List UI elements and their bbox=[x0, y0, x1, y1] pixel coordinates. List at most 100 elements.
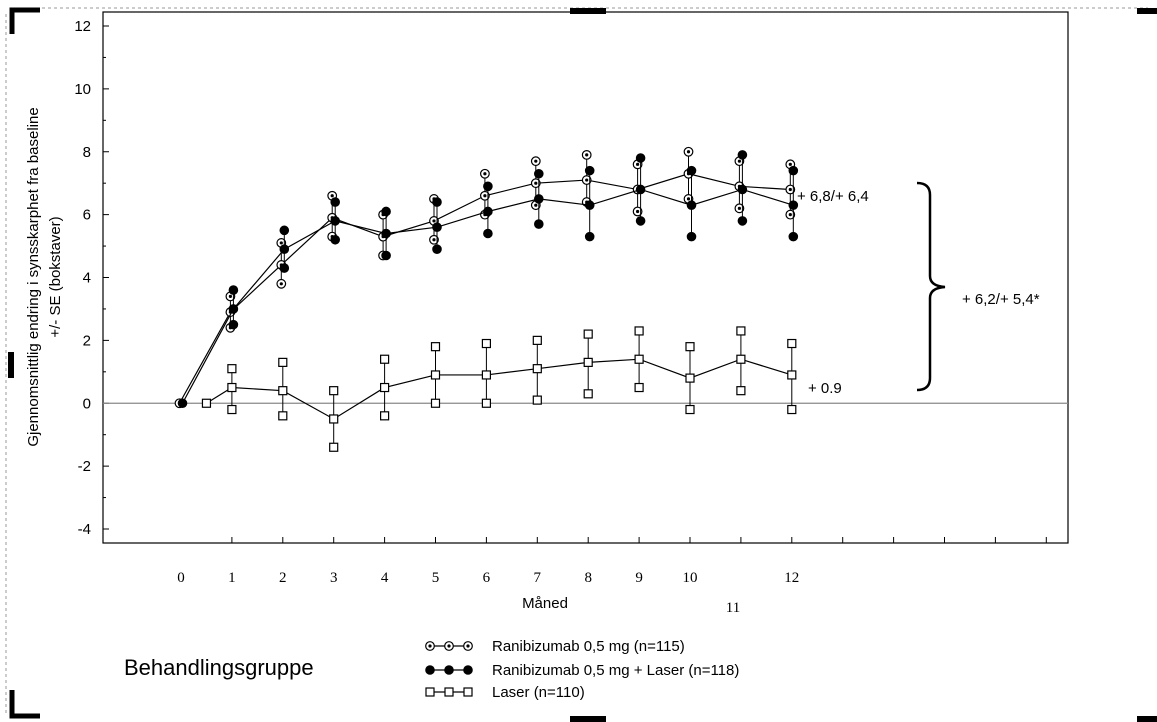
series-3-error-cap-low bbox=[481, 398, 491, 408]
crop-mark-bottom-right bbox=[1137, 716, 1157, 722]
series-3-point bbox=[532, 364, 542, 374]
series-1-point-dot bbox=[432, 219, 436, 223]
crop-mark-top-center bbox=[570, 8, 606, 14]
series-3-error-cap-high bbox=[736, 326, 746, 336]
series-1-error-cap-low bbox=[276, 278, 287, 289]
series-1-error-cap-high bbox=[581, 149, 592, 160]
x-stray-label-11: 11 bbox=[726, 600, 740, 616]
legend-swatch-marker bbox=[444, 665, 454, 675]
series-1-error-cap-high-dot bbox=[534, 159, 538, 163]
series-1-point bbox=[785, 184, 796, 195]
annotation-difference: + 6,2/+ 5,4* bbox=[962, 291, 1040, 308]
series-2-point bbox=[177, 398, 188, 409]
series-2-error-cap-high bbox=[635, 153, 646, 163]
series-2-error-cap-high bbox=[686, 165, 697, 176]
x-tick-label: 9 bbox=[635, 570, 643, 586]
x-tick-label: 4 bbox=[381, 570, 389, 586]
page-frame bbox=[5, 7, 1157, 722]
y-tick-label: -4 bbox=[78, 521, 91, 538]
series-2-point bbox=[584, 200, 595, 210]
y-tick-label: 10 bbox=[74, 81, 91, 98]
series-3-error-cap-high bbox=[329, 386, 339, 396]
legend-swatch-marker-dot bbox=[447, 644, 451, 648]
series-1-point-dot bbox=[483, 194, 487, 198]
series-2-error-cap-low bbox=[279, 263, 290, 273]
crop-mark-top-right bbox=[1137, 8, 1157, 14]
series-1-error-cap-high-dot bbox=[228, 294, 232, 298]
x-tick-label: 7 bbox=[534, 570, 542, 586]
series-3-error-cap-low bbox=[278, 411, 288, 421]
series-1-error-cap-high-dot bbox=[737, 159, 742, 163]
legend-items: Ranibizumab 0,5 mg (n=115) Ranibizumab 0,… bbox=[425, 638, 739, 701]
y-tick-label: 6 bbox=[83, 207, 91, 224]
series-3-point bbox=[583, 357, 593, 367]
series-3-error-cap-low bbox=[532, 395, 542, 405]
legend-swatch-marker-dot bbox=[466, 644, 470, 648]
series-2-point bbox=[635, 184, 646, 195]
series-3-error-cap-high bbox=[787, 338, 797, 349]
legend-swatch-marker-dot bbox=[428, 644, 432, 648]
series-1-point bbox=[581, 175, 592, 185]
series-2 bbox=[177, 150, 799, 409]
series-3 bbox=[201, 326, 797, 452]
series-1-error-cap-high-dot bbox=[483, 172, 487, 176]
series-3-error-cap-low bbox=[634, 382, 644, 393]
series-3-line bbox=[206, 358, 792, 420]
legend-swatch-marker bbox=[425, 687, 435, 697]
series-1-error-cap-high-dot bbox=[279, 241, 283, 245]
series-3-point bbox=[481, 370, 491, 380]
legend-swatch-marker bbox=[463, 687, 473, 697]
series-3-error-cap-low bbox=[227, 404, 237, 415]
series-2-error-cap-low bbox=[330, 234, 341, 245]
series-2-error-cap-low bbox=[534, 219, 544, 229]
y-tick-label: -2 bbox=[78, 458, 91, 475]
annotation-ranibizumab-end: + 6,8/+ 6,4 bbox=[797, 188, 869, 205]
series-3-error-cap-high bbox=[583, 329, 593, 339]
series-2-error-cap-low bbox=[737, 216, 748, 226]
x-tick-label: 8 bbox=[584, 570, 592, 586]
x-tick-label: 2 bbox=[279, 570, 287, 586]
series-1-error-cap-low-dot bbox=[737, 206, 742, 210]
series-3-point bbox=[227, 382, 237, 393]
y-tick-label: 12 bbox=[74, 18, 91, 35]
series-2-error-cap-high bbox=[279, 225, 290, 236]
series-1-point bbox=[530, 178, 541, 189]
series-2-error-cap-high bbox=[584, 165, 595, 176]
series-2-error-cap-high bbox=[228, 285, 239, 295]
series-2-error-cap-low bbox=[432, 244, 442, 255]
series-3-point bbox=[430, 370, 441, 380]
series-2-point bbox=[534, 194, 544, 204]
series-1-error-cap-low-dot bbox=[686, 197, 691, 201]
series-2-point bbox=[381, 228, 391, 239]
series-2-error-cap-high bbox=[534, 168, 544, 179]
series-1-error-cap-low-dot bbox=[636, 209, 640, 214]
x-tick-label: 12 bbox=[784, 570, 799, 586]
series-1-error-cap-low-dot bbox=[788, 213, 792, 217]
series-2-point bbox=[279, 244, 290, 255]
series-3-error-cap-high bbox=[227, 364, 237, 374]
series-2-point bbox=[737, 184, 748, 195]
series-1-error-cap-high-dot bbox=[330, 194, 334, 198]
series-2-error-cap-high bbox=[737, 150, 748, 160]
x-tick-label: 5 bbox=[432, 570, 440, 586]
x-tick-label: 3 bbox=[330, 570, 338, 586]
series-2-point bbox=[228, 304, 239, 314]
y-tick-label: 4 bbox=[83, 270, 91, 287]
series-2-point bbox=[432, 222, 442, 232]
series-2-point bbox=[483, 206, 493, 217]
y-tick-label: 8 bbox=[83, 144, 91, 161]
y-tick-label: 2 bbox=[83, 332, 91, 349]
series-1-error-cap-high bbox=[480, 168, 490, 179]
series-2-error-cap-low bbox=[788, 231, 799, 242]
series-1-error-cap-high-dot bbox=[585, 153, 589, 157]
series-1-error-cap-high bbox=[530, 156, 541, 167]
crop-mark-left-center bbox=[8, 352, 14, 378]
series-3-error-cap-high bbox=[278, 357, 288, 367]
x-tick-label: 10 bbox=[683, 570, 698, 586]
series-3-point bbox=[787, 370, 797, 380]
series-2-point bbox=[330, 216, 341, 226]
x-tick-label: 1 bbox=[228, 570, 236, 586]
x-axis-label: Måned bbox=[522, 595, 568, 612]
plot-area bbox=[102, 11, 1069, 544]
series-2-error-cap-low bbox=[228, 319, 239, 330]
